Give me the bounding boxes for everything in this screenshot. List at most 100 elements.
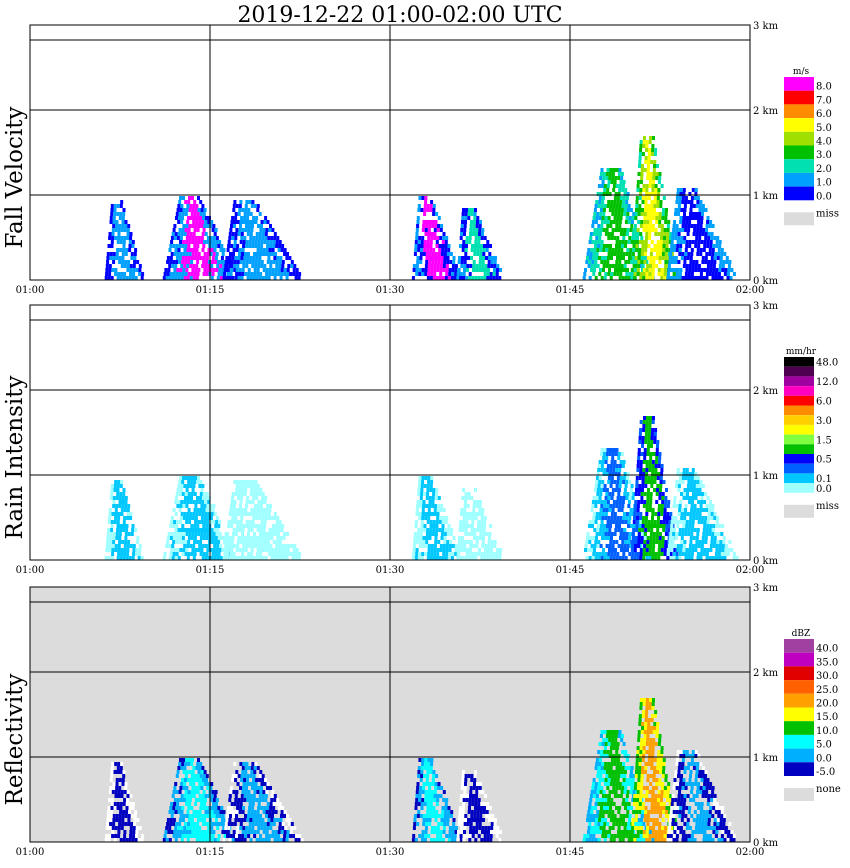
echo-cell <box>188 802 192 806</box>
echo-cell <box>471 276 475 280</box>
echo-cell <box>216 826 220 830</box>
echo-cell <box>437 252 441 256</box>
echo-cell <box>258 236 262 240</box>
echo-cell <box>293 264 297 268</box>
echo-cell <box>123 516 127 520</box>
echo-cell <box>284 826 288 830</box>
echo-cell <box>446 822 450 826</box>
echo-cell <box>635 196 639 200</box>
echo-cell <box>609 838 613 842</box>
echo-cell <box>178 244 182 248</box>
echo-cell <box>631 532 635 536</box>
echo-cell <box>479 220 482 224</box>
echo-cell <box>486 838 490 842</box>
echo-cell <box>640 834 644 838</box>
echo-cell <box>171 794 175 798</box>
echo-cell <box>687 200 691 204</box>
echo-cell <box>259 814 262 818</box>
echo-cell <box>255 778 259 782</box>
echo-cell <box>604 818 607 822</box>
echo-cell <box>475 268 478 272</box>
echo-cell <box>686 492 689 496</box>
echo-cell <box>278 802 282 806</box>
echo-cell <box>600 448 604 452</box>
echo-cell <box>174 810 178 814</box>
echo-cell <box>600 524 603 528</box>
echo-cell <box>437 814 441 818</box>
echo-cell <box>653 152 657 156</box>
echo-cell <box>255 536 259 540</box>
echo-cell <box>483 520 487 524</box>
echo-cell <box>488 252 492 256</box>
echo-cell <box>120 264 124 268</box>
echo-cell <box>122 492 126 496</box>
echo-cell <box>239 200 243 204</box>
echo-cell <box>686 512 690 516</box>
echo-cell <box>258 512 262 516</box>
echo-cell <box>428 786 432 790</box>
echo-cell <box>639 516 642 520</box>
echo-cell <box>122 248 126 252</box>
echo-cell <box>462 524 465 528</box>
echo-cell <box>238 488 242 492</box>
echo-cell <box>194 786 198 790</box>
echo-cell <box>679 220 683 224</box>
echo-cell <box>643 532 647 536</box>
echo-cell <box>283 252 286 256</box>
echo-cell <box>639 180 643 184</box>
echo-cell <box>443 252 447 256</box>
echo-cell <box>424 512 428 516</box>
echo-cell <box>653 200 657 204</box>
echo-cell <box>257 786 260 790</box>
echo-cell <box>261 516 265 520</box>
echo-cell <box>175 492 179 496</box>
echo-cell <box>193 480 197 484</box>
echo-cell <box>210 512 214 516</box>
echo-cell <box>191 240 195 244</box>
echo-cell <box>124 496 128 500</box>
echo-cell <box>180 782 184 786</box>
echo-cell <box>590 544 594 548</box>
echo-cell <box>175 496 178 500</box>
echo-cell <box>491 256 494 260</box>
echo-cell <box>666 228 670 232</box>
echo-cell <box>251 762 255 766</box>
echo-cell <box>131 276 135 280</box>
echo-cell <box>413 532 417 536</box>
echo-cell <box>194 240 198 244</box>
echo-cell <box>465 834 469 838</box>
echo-cell <box>624 244 627 248</box>
echo-cell <box>625 272 629 276</box>
echo-cell <box>207 544 211 548</box>
echo-cell <box>185 758 188 762</box>
echo-cell <box>696 480 700 484</box>
echo-cell <box>681 224 685 228</box>
echo-cell <box>635 488 638 492</box>
echo-cell <box>255 818 259 822</box>
echo-cell <box>185 516 189 520</box>
echo-cell <box>107 276 111 280</box>
echo-cell <box>229 790 233 794</box>
echo-cell <box>661 252 665 256</box>
echo-cell <box>182 814 186 818</box>
echo-cell <box>266 244 270 248</box>
echo-cell <box>657 188 661 192</box>
echo-cell <box>189 232 193 236</box>
echo-cell <box>641 484 645 488</box>
echo-cell <box>122 208 126 212</box>
echo-cell <box>231 492 235 496</box>
echo-cell <box>264 276 268 280</box>
echo-cell <box>644 476 648 480</box>
echo-cell <box>106 536 110 540</box>
echo-cell <box>172 244 176 248</box>
echo-cell <box>274 834 278 838</box>
echo-cell <box>112 782 116 786</box>
echo-cell <box>655 264 659 268</box>
echo-cell <box>293 544 297 548</box>
echo-cell <box>199 508 203 512</box>
echo-cell <box>600 204 604 208</box>
echo-cell <box>425 496 429 500</box>
echo-cell <box>701 204 705 208</box>
echo-cell <box>646 216 650 220</box>
echo-cell <box>477 552 481 556</box>
